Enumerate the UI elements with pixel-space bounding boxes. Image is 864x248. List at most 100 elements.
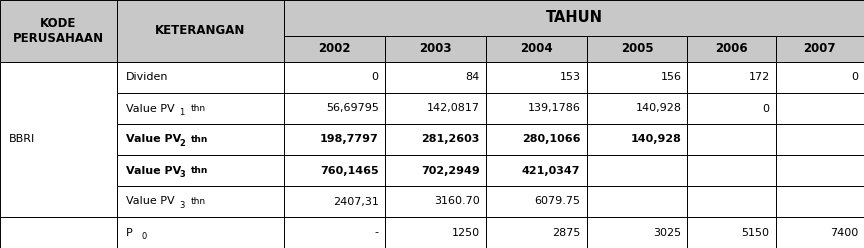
Text: KODE
PERUSAHAAN: KODE PERUSAHAAN — [13, 17, 105, 45]
Text: 153: 153 — [560, 72, 581, 83]
Text: 0: 0 — [372, 72, 378, 83]
Bar — [283, 93, 384, 124]
Bar — [688, 36, 776, 62]
Text: thn: thn — [191, 197, 206, 206]
Text: TAHUN: TAHUN — [545, 10, 602, 26]
Bar — [688, 62, 776, 93]
Text: 702,2949: 702,2949 — [421, 165, 480, 176]
Bar — [384, 155, 486, 186]
Text: KETERANGAN: KETERANGAN — [156, 25, 245, 37]
Bar — [776, 155, 864, 186]
Text: thn: thn — [191, 104, 206, 113]
Bar — [0, 217, 118, 248]
Bar — [587, 36, 688, 62]
Text: 2875: 2875 — [552, 227, 581, 238]
Bar — [384, 186, 486, 217]
Text: Value PV: Value PV — [126, 134, 181, 145]
Bar — [688, 93, 776, 124]
Bar — [776, 62, 864, 93]
Text: Value PV: Value PV — [126, 196, 175, 207]
Bar — [688, 124, 776, 155]
Text: 0: 0 — [142, 232, 147, 241]
Bar — [587, 217, 688, 248]
Text: 140,928: 140,928 — [635, 103, 682, 114]
Bar — [776, 36, 864, 62]
Text: 6079.75: 6079.75 — [535, 196, 581, 207]
Text: 421,0347: 421,0347 — [522, 165, 581, 176]
Text: 7400: 7400 — [829, 227, 858, 238]
Text: 1: 1 — [180, 108, 185, 117]
Text: 84: 84 — [466, 72, 480, 83]
Text: 2005: 2005 — [620, 42, 653, 56]
Text: 198,7797: 198,7797 — [320, 134, 378, 145]
Text: -: - — [375, 227, 378, 238]
Text: thn: thn — [191, 166, 208, 175]
Text: 140,928: 140,928 — [631, 134, 682, 145]
Bar — [283, 62, 384, 93]
Bar — [118, 217, 283, 248]
Text: 0: 0 — [763, 103, 770, 114]
Text: 139,1786: 139,1786 — [528, 103, 581, 114]
Text: 0: 0 — [851, 72, 858, 83]
Bar — [587, 155, 688, 186]
Text: 2407,31: 2407,31 — [333, 196, 378, 207]
Text: 2004: 2004 — [520, 42, 552, 56]
Bar — [283, 124, 384, 155]
Bar — [283, 0, 864, 36]
Bar — [384, 217, 486, 248]
Text: 3: 3 — [180, 170, 185, 179]
Bar — [486, 62, 587, 93]
Bar — [118, 155, 283, 186]
Bar — [688, 217, 776, 248]
Bar — [587, 124, 688, 155]
Bar — [486, 155, 587, 186]
Bar — [776, 124, 864, 155]
Text: 3025: 3025 — [653, 227, 682, 238]
Bar — [384, 36, 486, 62]
Text: P: P — [126, 227, 132, 238]
Bar — [587, 186, 688, 217]
Bar — [486, 186, 587, 217]
Bar — [486, 93, 587, 124]
Text: 156: 156 — [660, 72, 682, 83]
Text: 142,0817: 142,0817 — [427, 103, 480, 114]
Text: 5150: 5150 — [741, 227, 770, 238]
Bar — [688, 155, 776, 186]
Text: Dividen: Dividen — [126, 72, 168, 83]
Text: 172: 172 — [748, 72, 770, 83]
Text: Value PV: Value PV — [126, 103, 175, 114]
Bar — [688, 186, 776, 217]
Bar — [118, 124, 283, 155]
Bar — [486, 124, 587, 155]
Text: thn: thn — [191, 135, 208, 144]
Text: 3160.70: 3160.70 — [434, 196, 480, 207]
Text: 281,2603: 281,2603 — [421, 134, 480, 145]
Bar — [776, 186, 864, 217]
Text: Value PV: Value PV — [126, 165, 181, 176]
Bar — [118, 0, 283, 62]
Bar — [486, 217, 587, 248]
Bar — [384, 124, 486, 155]
Bar — [776, 217, 864, 248]
Text: 56,69795: 56,69795 — [326, 103, 378, 114]
Text: 2003: 2003 — [419, 42, 451, 56]
Bar — [0, 0, 118, 62]
Text: BBRI: BBRI — [9, 134, 35, 145]
Bar — [118, 62, 283, 93]
Bar — [283, 186, 384, 217]
Bar — [283, 155, 384, 186]
Text: 2: 2 — [180, 139, 185, 148]
Text: 1250: 1250 — [451, 227, 480, 238]
Bar — [384, 62, 486, 93]
Bar — [0, 62, 118, 217]
Bar — [118, 93, 283, 124]
Bar — [283, 217, 384, 248]
Bar — [776, 93, 864, 124]
Bar — [118, 186, 283, 217]
Text: 2006: 2006 — [715, 42, 748, 56]
Bar — [587, 62, 688, 93]
Text: 760,1465: 760,1465 — [320, 165, 378, 176]
Bar — [384, 93, 486, 124]
Text: 3: 3 — [180, 201, 185, 210]
Text: 280,1066: 280,1066 — [522, 134, 581, 145]
